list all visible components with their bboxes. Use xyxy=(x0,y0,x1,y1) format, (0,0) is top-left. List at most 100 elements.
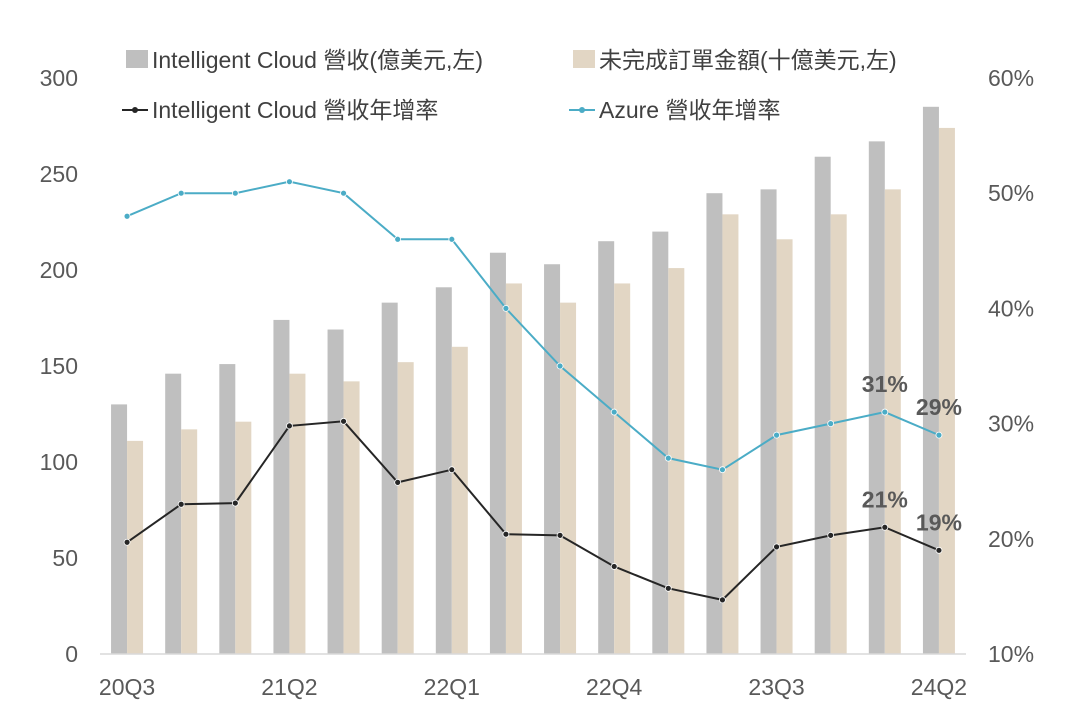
y-right-tick-label: 60% xyxy=(988,65,1034,91)
legend-label-azure-growth: Azure 營收年增率 xyxy=(599,97,780,123)
point-azure-growth-22Q2 xyxy=(502,304,510,312)
bar-backlog-24Q1 xyxy=(884,189,901,655)
bar-cloud-revenue-23Q3 xyxy=(760,189,777,655)
x-tick-label: 24Q2 xyxy=(911,674,967,700)
point-cloud-growth-21Q4 xyxy=(394,478,402,486)
bar-cloud-revenue-21Q3 xyxy=(327,329,344,654)
data-label-29pct: 29% xyxy=(916,394,962,420)
y-right-tick-label: 20% xyxy=(988,526,1034,552)
point-azure-growth-21Q3 xyxy=(340,189,347,197)
point-cloud-growth-22Q4 xyxy=(610,563,618,570)
y-left-tick-label: 0 xyxy=(65,641,78,667)
bar-backlog-23Q1 xyxy=(668,268,685,654)
point-cloud-growth-23Q3 xyxy=(773,543,780,551)
bar-backlog-22Q2 xyxy=(505,283,522,654)
bar-cloud-revenue-24Q1 xyxy=(868,141,885,655)
point-cloud-growth-23Q1 xyxy=(664,584,672,592)
point-cloud-growth-20Q3 xyxy=(123,538,131,546)
bar-backlog-22Q3 xyxy=(560,302,577,654)
point-cloud-growth-23Q4 xyxy=(827,531,835,539)
y-left-tick-label: 100 xyxy=(40,449,78,475)
lines-layer xyxy=(123,178,943,604)
bar-backlog-21Q2 xyxy=(289,373,306,654)
legend-swatch-cloud-growth xyxy=(122,107,148,113)
point-azure-growth-22Q4 xyxy=(610,408,618,416)
bar-cloud-revenue-23Q1 xyxy=(652,231,669,654)
point-azure-growth-21Q2 xyxy=(286,178,293,186)
point-azure-growth-20Q4 xyxy=(177,189,185,197)
line-cloud-growth xyxy=(126,420,940,601)
x-tick-label: 20Q3 xyxy=(99,674,155,700)
point-cloud-growth-24Q1 xyxy=(881,523,889,531)
x-axis: 20Q3 21Q2 22Q1 22Q4 23Q3 24Q2 xyxy=(99,674,967,700)
point-cloud-growth-22Q1 xyxy=(448,466,456,474)
point-azure-growth-20Q3 xyxy=(123,212,131,220)
y-left-tick-label: 150 xyxy=(40,353,78,379)
bar-cloud-revenue-21Q1 xyxy=(219,364,236,654)
bar-backlog-23Q3 xyxy=(776,239,793,654)
x-tick-label: 22Q4 xyxy=(586,674,642,700)
legend-swatch-marker xyxy=(132,107,138,113)
point-cloud-growth-23Q2 xyxy=(719,596,726,604)
bar-backlog-23Q2 xyxy=(722,214,739,654)
bar-backlog-21Q4 xyxy=(397,362,414,654)
point-cloud-growth-22Q2 xyxy=(502,530,510,538)
point-azure-growth-23Q4 xyxy=(827,420,835,428)
y-right-tick-label: 40% xyxy=(988,295,1034,321)
point-cloud-growth-20Q4 xyxy=(177,500,185,508)
y-left-tick-label: 200 xyxy=(40,257,78,283)
legend-label-cloud-revenue: Intelligent Cloud 營收(億美元,左) xyxy=(152,47,483,73)
point-azure-growth-23Q2 xyxy=(719,466,726,474)
point-azure-growth-22Q1 xyxy=(448,235,456,243)
data-label-19pct: 19% xyxy=(916,509,962,535)
point-azure-growth-21Q1 xyxy=(231,189,239,197)
y-left-tick-label: 300 xyxy=(40,65,78,91)
y-right-tick-label: 50% xyxy=(988,180,1034,206)
point-azure-growth-23Q3 xyxy=(773,431,780,439)
bar-cloud-revenue-22Q2 xyxy=(489,252,506,654)
legend-label-backlog: 未完成訂單金額(十億美元,左) xyxy=(599,47,897,73)
legend-swatch-cloud-revenue xyxy=(126,50,148,68)
legend-swatch-azure-growth xyxy=(569,107,595,113)
legend-swatch-marker xyxy=(579,107,585,113)
legend-swatch-backlog xyxy=(573,50,595,68)
bar-cloud-revenue-24Q2 xyxy=(922,106,939,655)
point-azure-growth-24Q2 xyxy=(935,431,943,439)
data-label-21pct: 21% xyxy=(862,486,908,512)
bars-layer xyxy=(111,106,955,655)
line-azure-growth xyxy=(126,180,940,471)
bar-cloud-revenue-23Q2 xyxy=(706,193,723,654)
y-left-tick-label: 50 xyxy=(52,545,78,571)
bar-cloud-revenue-21Q4 xyxy=(381,302,398,654)
point-cloud-growth-21Q1 xyxy=(231,499,239,507)
bar-backlog-20Q3 xyxy=(127,440,144,654)
point-cloud-growth-22Q3 xyxy=(556,531,564,539)
bar-cloud-revenue-22Q4 xyxy=(598,241,615,654)
bar-backlog-21Q1 xyxy=(235,421,252,654)
bar-backlog-22Q4 xyxy=(614,283,631,654)
bar-cloud-revenue-20Q3 xyxy=(111,404,128,654)
legend-label-cloud-growth: Intelligent Cloud 營收年增率 xyxy=(152,97,438,123)
bar-backlog-22Q1 xyxy=(451,346,468,654)
point-cloud-growth-24Q2 xyxy=(935,546,943,554)
point-azure-growth-24Q1 xyxy=(881,408,889,416)
point-cloud-growth-21Q2 xyxy=(286,422,293,430)
legend: Intelligent Cloud 營收(億美元,左) 未完成訂單金額(十億美元… xyxy=(122,47,897,123)
x-tick-label: 23Q3 xyxy=(748,674,804,700)
point-azure-growth-22Q3 xyxy=(556,362,564,370)
y-right-tick-label: 30% xyxy=(988,411,1034,437)
point-azure-growth-21Q4 xyxy=(394,235,402,243)
x-tick-label: 21Q2 xyxy=(261,674,317,700)
bar-cloud-revenue-21Q2 xyxy=(273,319,290,654)
bar-backlog-23Q4 xyxy=(830,214,847,654)
point-cloud-growth-21Q3 xyxy=(340,417,347,425)
point-azure-growth-23Q1 xyxy=(664,454,672,462)
bar-backlog-21Q3 xyxy=(343,381,360,654)
x-tick-label: 22Q1 xyxy=(424,674,480,700)
bar-cloud-revenue-22Q3 xyxy=(544,264,561,654)
bar-backlog-20Q4 xyxy=(181,429,198,654)
annotations-layer: 31% 29% 21% 19% xyxy=(862,371,962,535)
data-label-31pct: 31% xyxy=(862,371,908,397)
